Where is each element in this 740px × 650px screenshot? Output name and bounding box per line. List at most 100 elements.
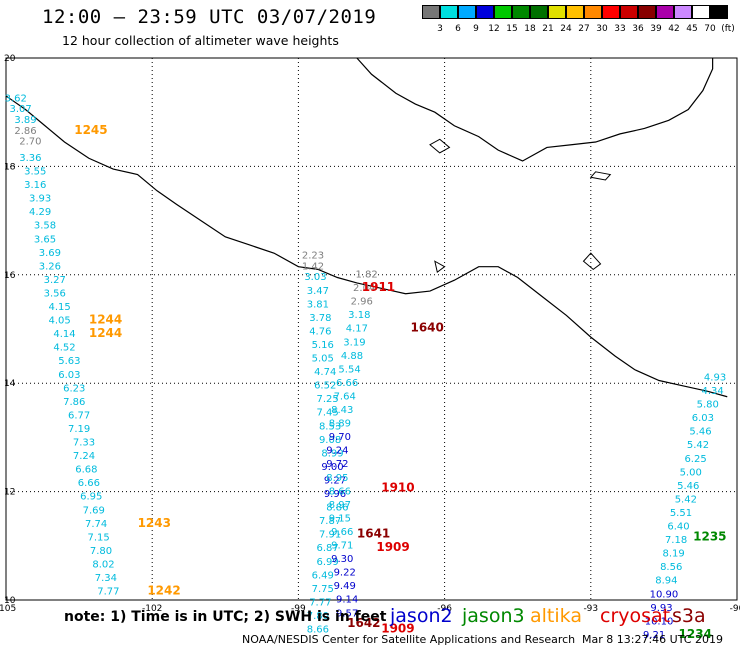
wave-height-value: 9.21	[643, 630, 665, 641]
wave-height-value: 4.15	[48, 302, 70, 313]
inland-lake	[434, 260, 446, 273]
wave-height-value: 5.42	[675, 494, 697, 505]
wave-height-value: 8.66	[329, 486, 351, 497]
color-scale-label: 36	[632, 24, 644, 34]
wave-height-value: 6.95	[80, 492, 102, 503]
pass-time-label: 1244	[89, 313, 122, 327]
lat-tick-label: 20	[4, 54, 16, 64]
wave-height-value: 7.80	[307, 611, 329, 622]
wave-height-value: 3.65	[34, 234, 56, 245]
wave-height-value: 7.86	[63, 397, 85, 408]
pass-time-label: 1235	[693, 529, 726, 543]
wave-height-value: 7.19	[68, 424, 90, 435]
wave-height-value: 9.15	[329, 513, 351, 524]
wave-height-value: 7.87	[319, 516, 341, 527]
wave-height-value: 1.42	[302, 261, 324, 272]
wave-height-value: 3.47	[307, 286, 329, 297]
note-text: note: 1) Time is in UTC; 2) SWH is in fe…	[64, 609, 387, 625]
color-scale-label: (ft)	[721, 24, 735, 34]
wave-height-value: 10.10	[645, 616, 674, 627]
wave-height-value: 4.34	[702, 386, 724, 397]
color-scale-swatch	[620, 5, 638, 19]
color-scale-swatch	[458, 5, 476, 19]
wave-height-value: 3.58	[34, 221, 56, 232]
wave-height-value: 7.45	[317, 408, 339, 419]
wave-height-value: 6.03	[58, 370, 80, 381]
lat-tick-label: 12	[4, 488, 15, 498]
color-scale-label: 30	[596, 24, 608, 34]
wave-height-value: 3.78	[309, 313, 331, 324]
color-scale-label: 9	[473, 24, 479, 34]
legend-jason2: jason2	[390, 605, 453, 627]
color-scale-label: 70	[704, 24, 716, 34]
inland-lake	[589, 171, 612, 181]
lat-tick-label: 14	[4, 379, 16, 389]
pass-time-label: 1245	[74, 123, 107, 137]
color-scale-label: 27	[578, 24, 590, 34]
wave-height-value: 7.33	[73, 438, 95, 449]
wave-height-value: 8.43	[331, 405, 353, 416]
wave-height-value: 5.00	[680, 467, 702, 478]
wave-height-value: 8.95	[326, 473, 348, 484]
color-scale-label: 18	[524, 24, 536, 34]
wave-height-value: 4.17	[346, 324, 368, 335]
legend-cryosat: cryosat	[600, 605, 671, 627]
wave-height-value: 9.57	[336, 608, 358, 619]
wave-height-value: 7.15	[87, 532, 109, 543]
wave-height-value: 5.54	[338, 364, 360, 375]
credit-text: NOAA/NESDIS Center for Satellite Applica…	[242, 633, 576, 646]
color-scale-label: 39	[650, 24, 662, 34]
wave-height-value: 4.14	[53, 329, 75, 340]
wave-height-value: 9.27	[324, 475, 346, 486]
wave-height-value: 8.94	[655, 576, 677, 587]
wave-height-value: 7.77	[309, 597, 331, 608]
legend-altika: altika	[530, 605, 582, 627]
wave-height-value: 5.42	[687, 440, 709, 451]
wave-height-value: 4.76	[309, 326, 331, 337]
wave-height-value: 7.34	[95, 573, 117, 584]
lat-tick-label: 10	[4, 596, 16, 606]
wave-height-value: 3.56	[44, 288, 66, 299]
color-scale-label: 15	[506, 24, 518, 34]
lon-tick-label: -90	[730, 604, 740, 614]
map-frame	[5, 57, 738, 601]
wave-height-value: 5.16	[312, 340, 334, 351]
color-scale-swatch	[440, 5, 458, 19]
lat-tick-label: 18	[4, 162, 16, 172]
wave-height-value: 7.75	[312, 584, 334, 595]
wave-height-value: 4.29	[29, 207, 51, 218]
wave-height-value: 6.40	[667, 522, 689, 533]
pass-time-label: 1242	[147, 584, 180, 598]
pass-time-label: 1641	[357, 527, 390, 541]
wave-height-value: 8.56	[660, 562, 682, 573]
wave-height-value: 6.99	[317, 557, 339, 568]
wave-height-value: 3.18	[348, 310, 370, 321]
color-scale-label: 24	[560, 24, 572, 34]
wave-height-value: 7.91	[319, 530, 341, 541]
legend-s3a: s3a	[672, 605, 706, 627]
color-scale-swatch	[422, 5, 440, 19]
color-scale-label: 33	[614, 24, 626, 34]
color-scale-label: 3	[437, 24, 443, 34]
wave-height-value: 9.71	[331, 541, 353, 552]
color-scale-swatch	[566, 5, 584, 19]
color-scale-label: 42	[668, 24, 680, 34]
wave-height-value: 3.93	[29, 194, 51, 205]
wave-height-value: 6.25	[684, 454, 706, 465]
wave-height-value: 3.69	[39, 248, 61, 259]
wave-height-value: 4.74	[314, 367, 336, 378]
wave-height-value: 9.70	[329, 432, 351, 443]
wave-height-value: 8.86	[326, 503, 348, 514]
wave-height-value: 8.66	[307, 625, 329, 636]
wave-height-value: 3.03	[304, 272, 326, 283]
color-scale-swatch	[710, 5, 728, 19]
wave-height-value: 4.52	[53, 343, 75, 354]
color-scale-label: 21	[542, 24, 554, 34]
wave-height-value: 2.96	[351, 297, 373, 308]
wave-height-value: 5.05	[312, 354, 334, 365]
wave-height-value: 8.02	[92, 559, 114, 570]
wave-height-value: 9.30	[331, 554, 353, 565]
color-scale-swatch	[476, 5, 494, 19]
wave-height-value: 4.05	[48, 316, 70, 327]
